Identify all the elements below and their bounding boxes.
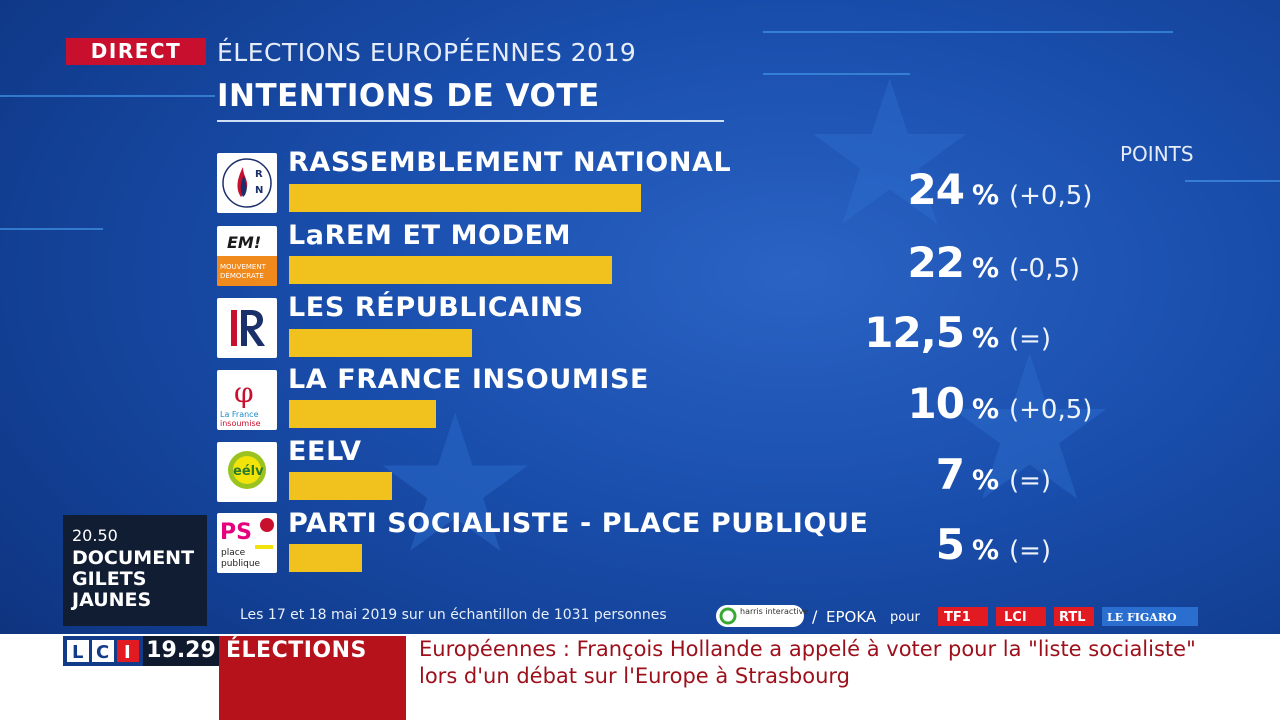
svg-text:R: R <box>255 169 263 180</box>
percent-sign: % <box>971 180 999 211</box>
change-label: (=) <box>1009 466 1052 496</box>
lci-channel-logo: L C I <box>63 636 143 666</box>
lfi-phi-logo: φ La France insoumise <box>217 370 277 430</box>
decor-line <box>1185 180 1280 182</box>
bar-eelv <box>289 472 392 500</box>
ticker-headline: Européennes : François Hollande a appelé… <box>419 637 1196 688</box>
bar-lfi <box>289 400 436 428</box>
value-row-ps: 5% (=) <box>936 520 1105 569</box>
party-label-eelv: EELV <box>288 436 362 467</box>
value-row-lfi: 10% (+0,5) <box>907 379 1105 428</box>
svg-text:eélv: eélv <box>233 464 264 479</box>
broadcast-clock: 19.29 <box>146 638 216 663</box>
chart-title: INTENTIONS DE VOTE <box>217 78 600 114</box>
svg-text:MOUVEMENT: MOUVEMENT <box>220 263 267 271</box>
eelv-sun-logo: eélv <box>217 442 277 502</box>
party-label-rn: RASSEMBLEMENT NATIONAL <box>288 147 732 178</box>
bar-larem <box>289 256 612 284</box>
percent-sign: % <box>971 394 999 425</box>
ps-rose-logo: PS place publique <box>217 513 277 573</box>
ticker-section-label: ÉLECTIONS <box>226 638 367 663</box>
data-label: 5 <box>935 520 965 569</box>
value-row-rn: 24% (+0,5) <box>907 165 1105 214</box>
party-label-lfi: LA FRANCE INSOUMISE <box>288 364 650 395</box>
change-label: (-0,5) <box>1009 254 1081 284</box>
svg-text:N: N <box>255 185 263 196</box>
svg-text:φ: φ <box>234 376 254 409</box>
rtl-logo: RTL <box>1054 607 1094 626</box>
change-label: (+0,5) <box>1009 395 1093 425</box>
rn-flame-logo: R N <box>217 153 277 213</box>
svg-text:C: C <box>96 642 109 663</box>
svg-text:TF1: TF1 <box>944 610 971 625</box>
live-badge: DIRECT <box>66 38 206 65</box>
percent-sign: % <box>971 465 999 496</box>
svg-text:La France: La France <box>220 410 259 419</box>
partner-name: EPOKA <box>826 608 877 626</box>
party-label-larem: LaREM ET MODEM <box>288 220 572 251</box>
value-row-larem: 22% (-0,5) <box>907 238 1105 287</box>
decor-line <box>763 31 1173 33</box>
chart-subtitle: ÉLECTIONS EUROPÉENNES 2019 <box>217 38 637 67</box>
svg-text:I: I <box>124 642 131 663</box>
party-label-ps: PARTI SOCIALISTE - PLACE PUBLIQUE <box>288 508 869 539</box>
party-label-lr: LES RÉPUBLICAINS <box>288 292 584 323</box>
svg-text:DÉMOCRATE: DÉMOCRATE <box>220 271 264 280</box>
percent-sign: % <box>971 535 999 566</box>
data-label: 22 <box>907 238 964 287</box>
change-label: (=) <box>1009 536 1052 566</box>
change-label: (+0,5) <box>1009 181 1093 211</box>
svg-text:publique: publique <box>221 559 261 569</box>
bar-ps <box>289 544 362 572</box>
svg-text:EM!: EM! <box>227 233 261 252</box>
data-label: 7 <box>935 450 965 499</box>
svg-text:/: / <box>812 607 818 626</box>
bar-rn <box>289 184 641 212</box>
data-label: 10 <box>907 379 964 428</box>
svg-text:L: L <box>72 642 83 663</box>
eu-star-icon: ★ <box>940 313 1120 546</box>
next-program-title: DOCUMENT GILETS JAUNES <box>72 547 195 611</box>
value-row-eelv: 7% (=) <box>936 450 1105 499</box>
svg-text:insoumise: insoumise <box>220 419 261 428</box>
data-label: 24 <box>907 165 964 214</box>
data-label: 12,5 <box>864 308 965 357</box>
lci-sponsor-logo: LCI <box>996 607 1046 626</box>
lr-logo <box>217 298 277 358</box>
percent-sign: % <box>971 253 999 284</box>
sponsor-row: harris interactive / EPOKA pour TF1 LCI … <box>716 604 1200 628</box>
decor-line <box>0 95 215 97</box>
clock-box <box>143 636 219 666</box>
svg-text:PS: PS <box>220 520 252 545</box>
value-row-lr: 12,5% (=) <box>864 308 1105 357</box>
decor-line <box>0 228 103 230</box>
svg-text:place: place <box>221 548 246 558</box>
tf1-logo: TF1 <box>938 607 988 626</box>
svg-text:LE FIGARO: LE FIGARO <box>1107 611 1177 624</box>
poll-source-note: Les 17 et 18 mai 2019 sur un échantillon… <box>240 607 667 623</box>
svg-text:LCI: LCI <box>1004 610 1027 625</box>
change-label: (=) <box>1009 324 1052 354</box>
sponsor-pour-label: pour <box>890 610 920 625</box>
svg-text:RTL: RTL <box>1059 610 1086 625</box>
percent-sign: % <box>971 323 999 354</box>
em-modem-logo: EM! MOUVEMENT DÉMOCRATE <box>217 226 277 286</box>
next-program-box <box>63 515 207 626</box>
harris-interactive-logo: harris interactive <box>716 605 808 627</box>
bar-lr <box>289 329 472 357</box>
le-figaro-logo: LE FIGARO <box>1102 607 1198 626</box>
points-column-header: POINTS <box>1120 142 1194 166</box>
eu-star-icon: ★ <box>800 38 980 271</box>
decor-line <box>763 73 910 75</box>
pollster-name: harris interactive <box>740 607 808 616</box>
next-program-time: 20.50 <box>72 526 118 545</box>
title-divider <box>217 120 724 122</box>
section-box <box>219 636 406 720</box>
